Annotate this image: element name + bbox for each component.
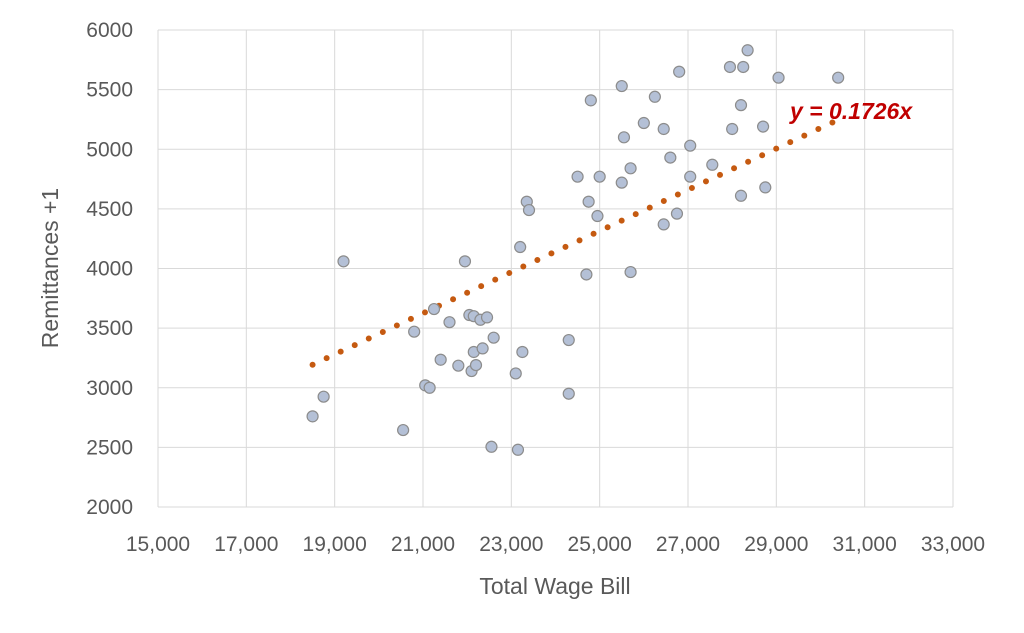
data-point [734,189,748,202]
data-point [514,240,527,254]
data-point [476,342,489,355]
data-point [684,170,697,183]
data-point [657,122,670,136]
x-tick-label: 19,000 [303,533,367,556]
x-tick-label: 31,000 [833,533,897,556]
x-axis-title: Total Wage Bill [479,573,630,599]
data-point [306,410,319,423]
y-tick-label: 2500 [86,436,133,459]
data-point [397,423,410,437]
data-point [648,90,661,103]
data-point [511,443,525,456]
grid-lines [157,29,954,508]
x-tick-label: 25,000 [568,533,632,556]
y-tick-label: 3500 [86,317,133,340]
data-point [516,345,529,359]
data-point [664,151,677,164]
data-point [452,359,465,372]
data-point [624,162,637,175]
data-point [726,122,739,136]
y-tick-label: 3000 [86,377,133,400]
trendline-dots [309,118,837,368]
data-point [423,381,436,394]
data-point [485,440,498,453]
data-point [617,131,631,144]
data-point [734,99,748,112]
data-point [408,325,421,338]
data-point [562,333,575,347]
data-points [306,44,845,456]
x-tick-label: 33,000 [921,533,985,556]
data-point [759,181,772,194]
data-point [737,60,750,74]
data-point [562,387,575,400]
x-tick-label: 21,000 [391,533,455,556]
x-tick-label: 27,000 [656,533,720,556]
data-point [487,331,500,344]
y-tick-label: 6000 [86,19,133,42]
data-point [509,367,522,380]
y-axis-title: Remittances +1 [37,188,63,348]
data-point [337,255,350,268]
trendline-equation: y = 0.1726x [789,98,913,124]
data-point [624,265,637,279]
data-point [637,116,650,130]
data-point [670,207,684,220]
trendline [309,118,837,368]
y-tick-label: 5000 [86,138,133,161]
data-point [741,44,754,57]
y-tick-label: 5500 [86,79,133,102]
data-point [706,158,719,171]
data-point [522,203,536,217]
y-tick-label: 2000 [86,496,133,519]
x-tick-label: 29,000 [744,533,808,556]
data-point [317,390,330,403]
data-point [832,71,845,84]
data-point [582,195,595,208]
data-point [657,218,670,231]
data-point [591,209,604,223]
x-tick-label: 15,000 [126,533,190,556]
y-tick-labels: 2000 2500 3000 3500 4000 4500 5000 5500 6000 [86,19,133,519]
data-point [469,358,483,372]
data-point [458,255,472,268]
data-point [443,316,456,329]
x-tick-label: 17,000 [214,533,278,556]
y-tick-label: 4000 [86,258,133,281]
data-point [584,94,597,107]
data-point [434,353,447,366]
data-point [580,268,593,281]
x-tick-label: 23,000 [479,533,543,556]
data-point [615,176,628,189]
data-point [615,79,628,93]
y-tick-label: 4500 [86,198,133,221]
data-point [723,60,737,74]
data-point [772,71,785,84]
data-point [427,302,441,316]
data-point [593,170,606,183]
data-point [571,170,584,183]
data-point [480,311,494,324]
data-point [684,139,697,152]
x-tick-labels: 15,000 17,000 19,000 21,000 23,000 25,000 27,0… [126,533,985,556]
data-point [673,65,686,78]
data-point [756,120,770,133]
